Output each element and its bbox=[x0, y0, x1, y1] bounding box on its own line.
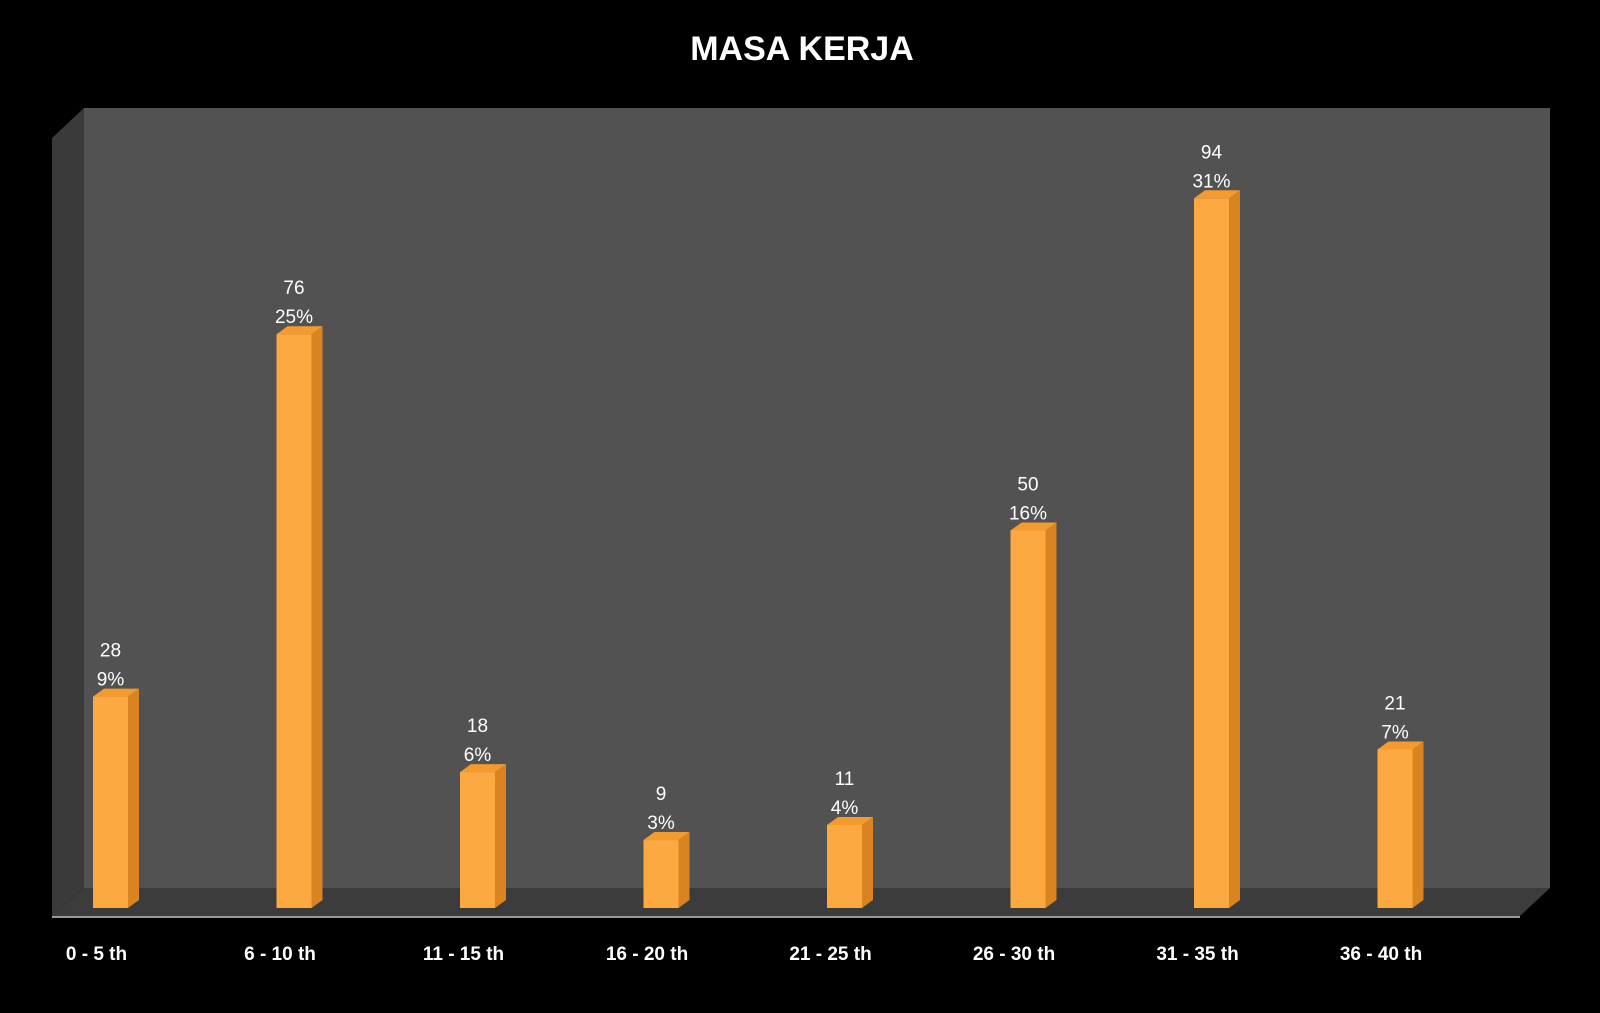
data-label-value: 9 bbox=[656, 784, 667, 805]
floor bbox=[52, 888, 1550, 916]
bar-top bbox=[1194, 190, 1240, 199]
x-tick-label: 36 - 40 th bbox=[1340, 944, 1422, 965]
bar-top bbox=[460, 764, 506, 773]
bar-side bbox=[128, 688, 139, 908]
bar-side bbox=[1229, 190, 1240, 909]
x-tick-label: 6 - 10 th bbox=[244, 944, 316, 965]
x-tick-label: 31 - 35 th bbox=[1156, 944, 1238, 965]
bar-side bbox=[311, 326, 323, 908]
bar bbox=[1010, 522, 1057, 908]
plot-area-3d bbox=[52, 108, 1550, 918]
data-label-value: 21 bbox=[1384, 693, 1405, 714]
bar bbox=[460, 764, 506, 908]
data-label-percent: 4% bbox=[831, 798, 859, 819]
bar-side bbox=[1412, 741, 1424, 908]
bar-front bbox=[827, 824, 862, 908]
chart-title: MASA KERJA bbox=[690, 30, 914, 68]
bar-top bbox=[1377, 741, 1424, 750]
bar bbox=[827, 816, 873, 908]
data-label-value: 76 bbox=[283, 278, 304, 299]
bar-top bbox=[276, 326, 323, 335]
data-label-value: 11 bbox=[835, 769, 855, 790]
x-tick-label: 0 - 5 th bbox=[66, 944, 127, 965]
bar-top bbox=[643, 832, 690, 841]
data-label-value: 28 bbox=[100, 641, 121, 662]
data-label-percent: 31% bbox=[1192, 171, 1230, 192]
bar-front bbox=[1377, 749, 1413, 908]
bar-series bbox=[93, 190, 1424, 909]
x-tick-label: 11 - 15 th bbox=[423, 944, 504, 965]
data-label-percent: 6% bbox=[464, 745, 492, 766]
bar-front bbox=[1194, 198, 1229, 909]
x-tick-label: 21 - 25 th bbox=[789, 944, 871, 965]
bar-front bbox=[276, 334, 312, 908]
bar-front bbox=[643, 840, 679, 908]
bar-front bbox=[93, 696, 128, 908]
bar bbox=[276, 326, 323, 908]
x-tick-label: 16 - 20 th bbox=[606, 944, 688, 965]
bar-side bbox=[1045, 522, 1057, 908]
bar-top bbox=[827, 816, 873, 825]
bar-front bbox=[460, 772, 495, 908]
data-label-percent: 9% bbox=[97, 670, 125, 691]
data-label-percent: 16% bbox=[1009, 504, 1047, 525]
data-label-percent: 3% bbox=[647, 813, 675, 834]
bar-side bbox=[862, 816, 873, 908]
bar-top bbox=[1010, 522, 1057, 531]
bar-side bbox=[495, 764, 506, 908]
x-axis-tick-labels: 0 - 5 th 6 - 10 th 11 - 15 th 16 - 20 th 21 … bbox=[66, 944, 1422, 965]
bar-side bbox=[678, 832, 690, 908]
bar bbox=[1377, 741, 1424, 908]
data-label-value: 50 bbox=[1017, 475, 1038, 496]
data-label-percent: 7% bbox=[1381, 722, 1409, 743]
bar bbox=[93, 688, 139, 908]
bar-front bbox=[1010, 530, 1046, 908]
data-label-percent: 25% bbox=[275, 307, 313, 328]
bar bbox=[1194, 190, 1240, 909]
back-wall bbox=[84, 108, 1550, 888]
data-label-value: 94 bbox=[1201, 142, 1223, 163]
bar bbox=[643, 832, 690, 908]
data-label-value: 18 bbox=[467, 716, 488, 737]
bar-top bbox=[93, 688, 139, 697]
data-labels: 28 9% 76 25% 18 6% 9 3% 11 4% 50 16% 94 31% 21 7% bbox=[97, 142, 1409, 834]
side-wall bbox=[52, 108, 84, 916]
x-tick-label: 26 - 30 th bbox=[973, 944, 1055, 965]
